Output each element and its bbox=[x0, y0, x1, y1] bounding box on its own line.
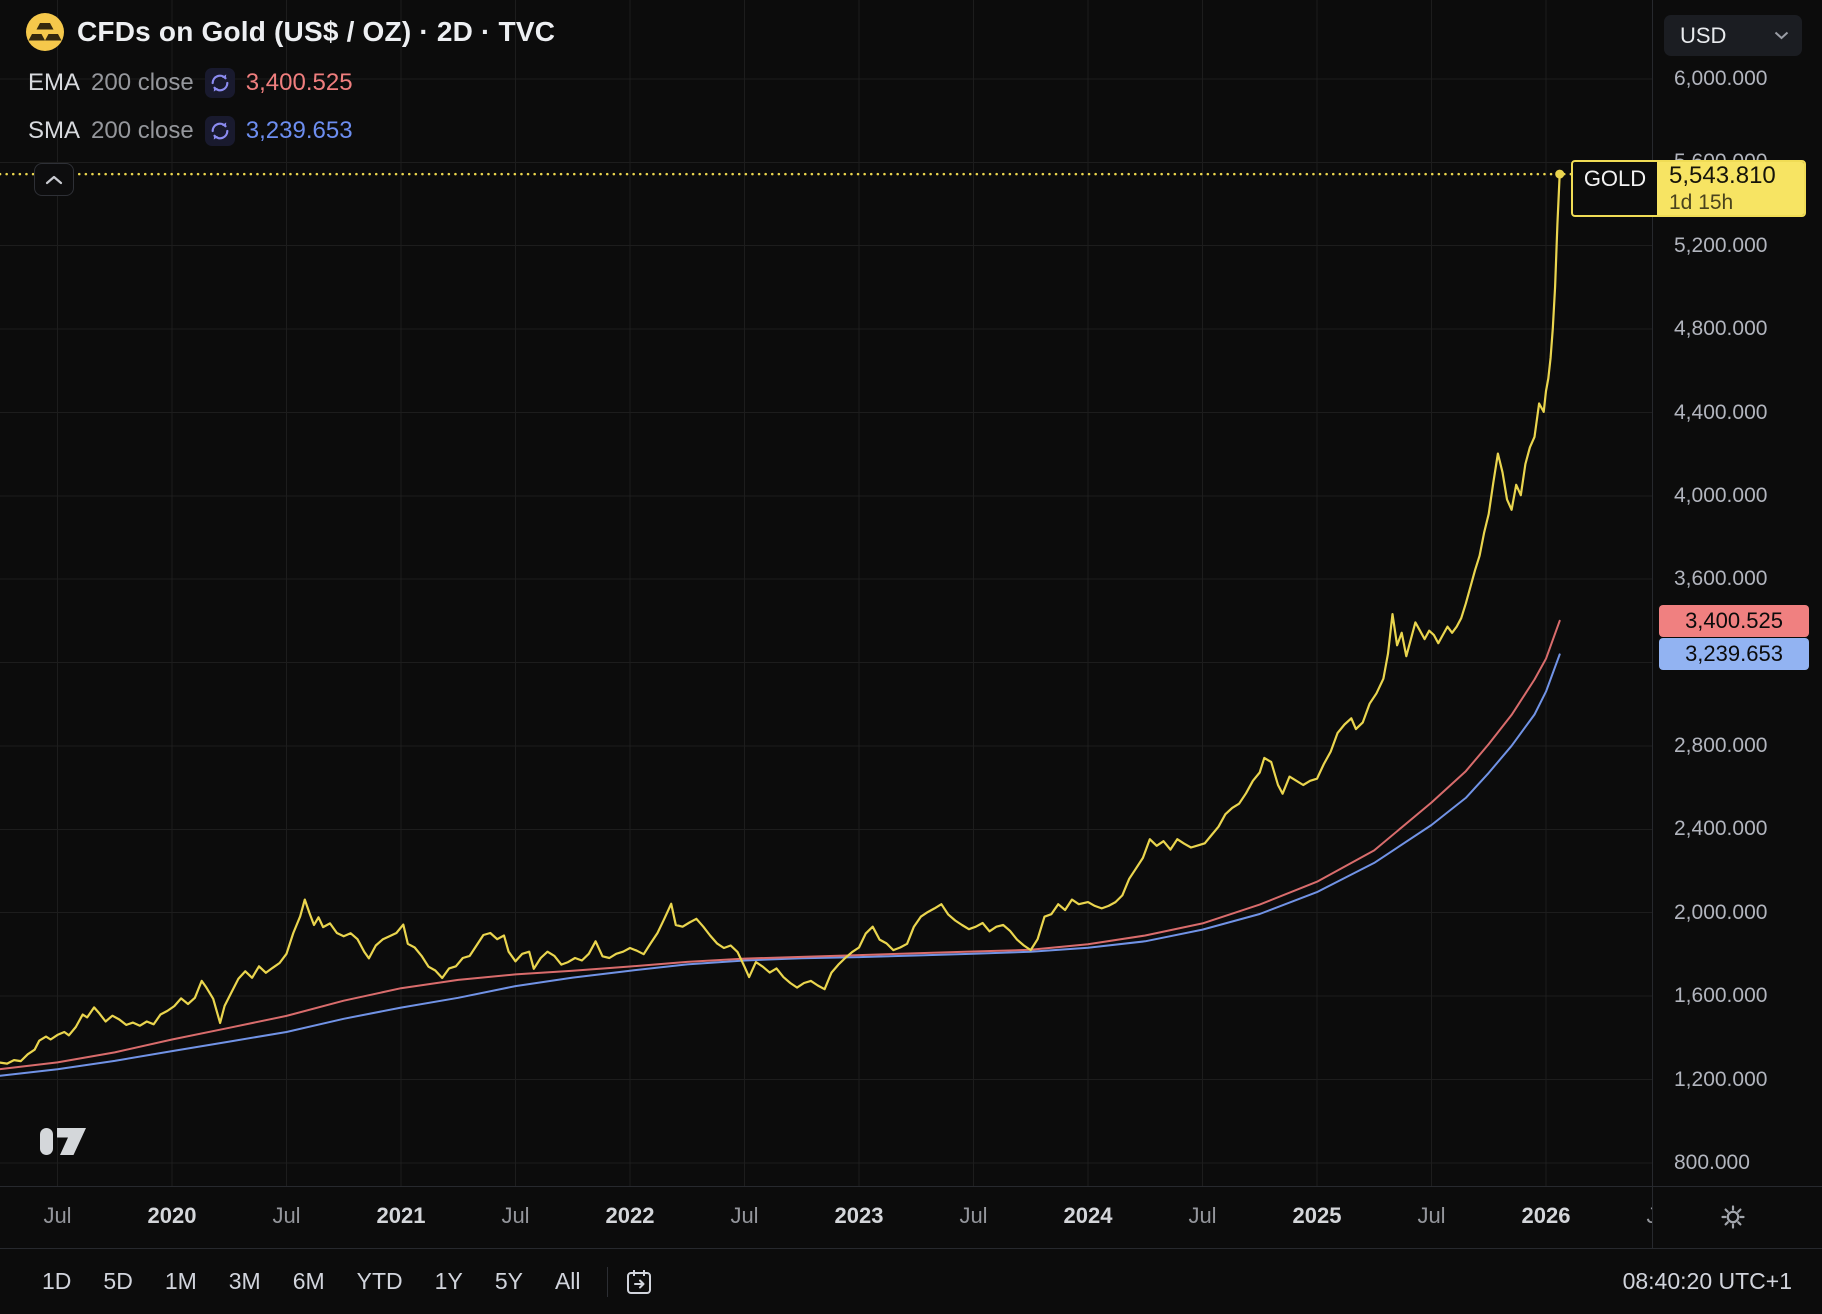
price-flag-symbol: GOLD bbox=[1583, 166, 1647, 191]
last-price: 5,543.810 bbox=[1669, 162, 1776, 189]
indicator-legend-ema: EMA 200 close 3,400.525 bbox=[28, 68, 353, 98]
price-axis-label: 2,000.000 bbox=[1674, 900, 1768, 924]
symbol-title[interactable]: CFDs on Gold (US$ / OZ) · 2D · TVC bbox=[77, 16, 556, 47]
ema-200-series-line[interactable] bbox=[0, 619, 1561, 1071]
range-ytd-button[interactable]: YTD bbox=[356, 1268, 403, 1294]
bottom-toolbar: 1D 5D 1M 3M 6M YTD 1Y 5Y All 08:40:20 UTC+1 bbox=[0, 1248, 1822, 1314]
ema-axis-badge: 3,400.525 bbox=[1659, 604, 1809, 637]
time-axis-label: Jul bbox=[1417, 1203, 1446, 1228]
price-axis-label: 2,400.000 bbox=[1674, 817, 1768, 841]
time-axis-label: Jul bbox=[1188, 1203, 1217, 1228]
range-3m-button[interactable]: 3M bbox=[228, 1268, 261, 1294]
time-axis-label: Jul bbox=[730, 1203, 759, 1228]
gold-symbol-logo-icon bbox=[26, 13, 64, 51]
range-1d-button[interactable]: 1D bbox=[42, 1268, 72, 1294]
time-axis-label: Jul bbox=[272, 1203, 301, 1228]
bar-countdown: 1d 15h bbox=[1669, 191, 1734, 214]
time-axis-label: 2026 bbox=[1521, 1203, 1571, 1228]
range-5d-button[interactable]: 5D bbox=[103, 1268, 133, 1294]
indicator-value: 3,239.653 bbox=[245, 117, 353, 144]
chart-header: CFDs on Gold (US$ / OZ) · 2D · TVC bbox=[26, 13, 555, 51]
range-1m-button[interactable]: 1M bbox=[164, 1268, 197, 1294]
toolbar-divider bbox=[606, 1266, 608, 1297]
clock[interactable]: 08:40:20 UTC+1 bbox=[1622, 1268, 1792, 1294]
price-axis-label: 4,800.000 bbox=[1674, 317, 1768, 341]
tradingview-logo[interactable] bbox=[40, 1117, 88, 1160]
indicator-params: 200 close bbox=[91, 117, 194, 144]
time-axis-label: 2022 bbox=[605, 1203, 655, 1228]
price-axis-label: 3,600.000 bbox=[1674, 567, 1768, 591]
range-all-button[interactable]: All bbox=[554, 1268, 581, 1294]
price-axis-separator bbox=[1652, 0, 1653, 1248]
gold-series-line[interactable] bbox=[0, 173, 1561, 1065]
time-axis-label: 2021 bbox=[376, 1203, 426, 1228]
time-axis-label: 2024 bbox=[1063, 1203, 1113, 1228]
chevron-up-icon bbox=[45, 175, 63, 185]
sma-axis-badge: 3,239.653 bbox=[1659, 638, 1809, 671]
range-buttons: 1D 5D 1M 3M 6M YTD 1Y 5Y All bbox=[30, 1262, 593, 1301]
indicator-value: 3,400.525 bbox=[245, 69, 353, 96]
indicator-name[interactable]: EMA bbox=[28, 69, 81, 96]
price-axis-label: 4,400.000 bbox=[1674, 400, 1768, 424]
time-axis-label: Jul bbox=[43, 1203, 72, 1228]
price-axis-label: 2,800.000 bbox=[1674, 734, 1768, 757]
last-price-dot bbox=[1555, 169, 1565, 179]
time-axis-label: 2023 bbox=[834, 1203, 884, 1228]
price-flag-value-box: 5,543.810 1d 15h bbox=[1657, 162, 1804, 215]
last-price-flag: GOLD 5,543.810 1d 15h bbox=[1571, 160, 1806, 217]
price-axis-label: 4,000.000 bbox=[1674, 483, 1768, 507]
range-6m-button[interactable]: 6M bbox=[292, 1268, 325, 1294]
indicator-legend-sma: SMA 200 close 3,239.653 bbox=[28, 116, 353, 146]
collapse-legend-button[interactable] bbox=[34, 163, 74, 196]
indicator-refresh-icon[interactable] bbox=[204, 68, 235, 98]
time-axis-separator bbox=[0, 1186, 1822, 1187]
currency-selector[interactable]: USD bbox=[1664, 15, 1802, 56]
price-axis-label: 800.000 bbox=[1674, 1150, 1750, 1174]
price-axis-label: 1,200.000 bbox=[1674, 1067, 1768, 1091]
sma-200-series-line[interactable] bbox=[0, 653, 1561, 1077]
range-1y-button[interactable]: 1Y bbox=[434, 1268, 463, 1294]
settings-gear-icon[interactable] bbox=[1716, 1200, 1750, 1234]
indicator-params: 200 close bbox=[91, 69, 194, 96]
chevron-down-icon bbox=[1774, 31, 1789, 40]
time-axis-label: Jul bbox=[959, 1203, 988, 1228]
time-axis-label: 2025 bbox=[1292, 1203, 1342, 1228]
currency-label: USD bbox=[1680, 22, 1727, 48]
indicator-refresh-icon[interactable] bbox=[204, 116, 235, 146]
time-axis-label: 2020 bbox=[147, 1203, 197, 1228]
price-axis-label: 6,000.000 bbox=[1674, 67, 1768, 90]
price-axis[interactable]: 6,000.0005,600.0005,200.0004,800.0004,40… bbox=[1653, 0, 1822, 1186]
price-axis-label: 1,600.000 bbox=[1674, 984, 1768, 1008]
indicator-name[interactable]: SMA bbox=[28, 117, 81, 144]
range-5y-button[interactable]: 5Y bbox=[494, 1268, 523, 1294]
price-axis-label: 5,200.000 bbox=[1674, 233, 1768, 257]
go-to-date-icon[interactable] bbox=[624, 1267, 654, 1297]
time-axis[interactable]: Jul 2020 Jul 2021 Jul 2022 Jul 2023 Jul 2024 Jul 20… bbox=[0, 1187, 1652, 1248]
time-axis-label: Jul bbox=[1646, 1203, 1652, 1228]
time-axis-label: Jul bbox=[501, 1203, 530, 1228]
